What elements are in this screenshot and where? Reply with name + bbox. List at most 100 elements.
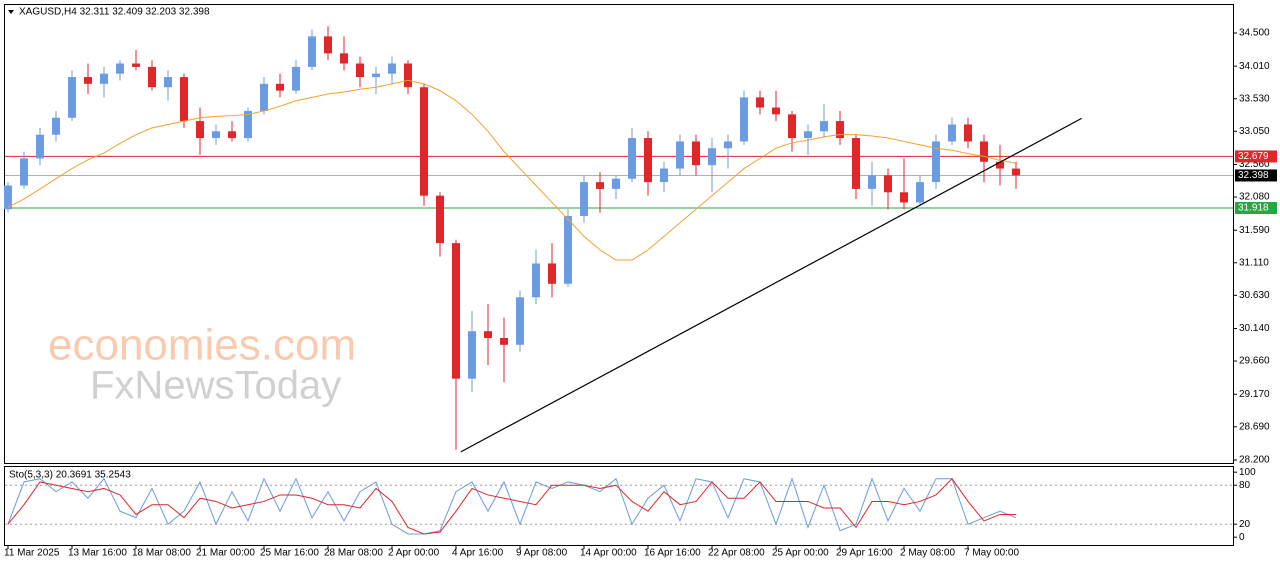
y-tick-label: 31.590 — [1239, 225, 1270, 236]
candle-body — [612, 178, 620, 189]
candle-body — [788, 114, 796, 139]
y-tick-label: 32.080 — [1239, 192, 1270, 203]
x-tick-label: 25 Apr 00:00 — [772, 548, 829, 559]
candle-body — [932, 141, 940, 183]
indicator-label: Sto(5,3,3) 20.3691 35.2543 — [9, 470, 131, 481]
trendline — [460, 117, 1082, 453]
candle-body — [452, 243, 460, 379]
candle-body — [20, 158, 28, 186]
candle-body — [852, 138, 860, 189]
level-label: 32.679 — [1238, 151, 1269, 162]
y-tick-label: 80 — [1239, 480, 1251, 491]
candle-body — [196, 121, 204, 139]
y-tick-label: 28.690 — [1239, 421, 1270, 432]
level-label: 31.918 — [1238, 203, 1269, 214]
candle-body — [836, 121, 844, 139]
y-tick-label: 31.110 — [1239, 257, 1269, 268]
candle-body — [132, 63, 140, 67]
candle-body — [148, 66, 156, 88]
x-tick-label: 28 Mar 08:00 — [324, 548, 383, 559]
candle-body — [420, 87, 428, 196]
candle-body — [484, 331, 492, 339]
candle-body — [628, 138, 636, 179]
candle-body — [996, 161, 1004, 169]
x-tick-label: 25 Mar 16:00 — [260, 548, 319, 559]
candle-body — [676, 141, 684, 169]
x-tick-label: 16 Apr 16:00 — [644, 548, 701, 559]
candle-body — [164, 77, 172, 88]
x-tick-label: 14 Apr 00:00 — [580, 548, 637, 559]
candle-body — [68, 77, 76, 118]
candle-body — [500, 338, 508, 345]
candle-body — [724, 141, 732, 149]
candle-body — [468, 331, 476, 379]
candle-body — [692, 141, 700, 166]
candle-body — [756, 97, 764, 108]
candle-body — [180, 77, 188, 122]
candle-body — [404, 63, 412, 88]
y-tick-label: 100 — [1239, 467, 1256, 478]
stoch-line — [7, 477, 1016, 535]
candle-body — [228, 131, 236, 139]
candle-body — [804, 131, 812, 139]
candle-body — [580, 182, 588, 217]
x-tick-label: 18 Mar 08:00 — [132, 548, 191, 559]
y-tick-label: 20 — [1239, 519, 1251, 530]
candle-body — [100, 73, 108, 84]
candle-body — [372, 73, 380, 78]
level-badge — [1235, 150, 1277, 163]
candle-body — [964, 124, 972, 142]
x-tick-label: 2 Apr 00:00 — [388, 548, 440, 559]
candle-body — [660, 168, 668, 183]
candle-body — [340, 53, 348, 64]
candle-body — [388, 63, 396, 74]
candle-body — [116, 63, 124, 74]
candle-body — [212, 131, 220, 139]
x-tick-label: 29 Apr 16:00 — [836, 548, 893, 559]
symbol-info: XAGUSD,H4 32.311 32.409 32.203 32.398 — [19, 7, 210, 18]
candle-body — [84, 77, 92, 84]
candle-body — [52, 117, 60, 135]
candle-body — [436, 195, 444, 244]
y-tick-label: 34.010 — [1239, 61, 1270, 72]
stoch-line — [7, 477, 1017, 535]
x-tick-label: 7 May 00:00 — [964, 548, 1019, 559]
candle-body — [532, 263, 540, 298]
candle-body — [644, 138, 652, 183]
candle-body — [884, 175, 892, 193]
y-tick-label: 30.140 — [1239, 323, 1270, 334]
candle-body — [980, 141, 988, 162]
candle-body — [292, 66, 300, 91]
candle-body — [708, 148, 716, 166]
level-badge — [1235, 169, 1277, 182]
y-tick-label: 33.050 — [1239, 126, 1270, 137]
x-tick-label: 2 May 08:00 — [900, 548, 955, 559]
stoch-pane — [4, 466, 1234, 546]
candle-body — [772, 107, 780, 115]
candle-body — [900, 192, 908, 203]
candle-body — [516, 297, 524, 345]
candle-body — [916, 182, 924, 203]
candle-body — [1012, 168, 1020, 176]
price-pane — [4, 4, 1234, 464]
x-tick-label: 13 Mar 16:00 — [68, 548, 127, 559]
level-badge — [1235, 202, 1277, 215]
watermark: FxNewsToday — [90, 364, 341, 408]
y-tick-label: 0 — [1239, 532, 1245, 543]
y-tick-label: 32.560 — [1239, 159, 1270, 170]
x-tick-label: 21 Mar 00:00 — [196, 548, 255, 559]
candle-body — [324, 36, 332, 54]
y-tick-label: 30.630 — [1239, 290, 1270, 301]
y-tick-label: 33.530 — [1239, 93, 1270, 104]
candle-body — [564, 216, 572, 284]
candle-body — [36, 134, 44, 159]
candle-body — [276, 83, 284, 91]
x-tick-label: 22 Apr 08:00 — [708, 548, 765, 559]
candle-body — [548, 263, 556, 284]
y-tick-label: 28.200 — [1239, 455, 1270, 466]
x-tick-label: 4 Apr 16:00 — [452, 548, 504, 559]
candle-body — [308, 36, 316, 67]
y-tick-label: 29.170 — [1239, 389, 1270, 400]
candle-body — [596, 182, 604, 189]
